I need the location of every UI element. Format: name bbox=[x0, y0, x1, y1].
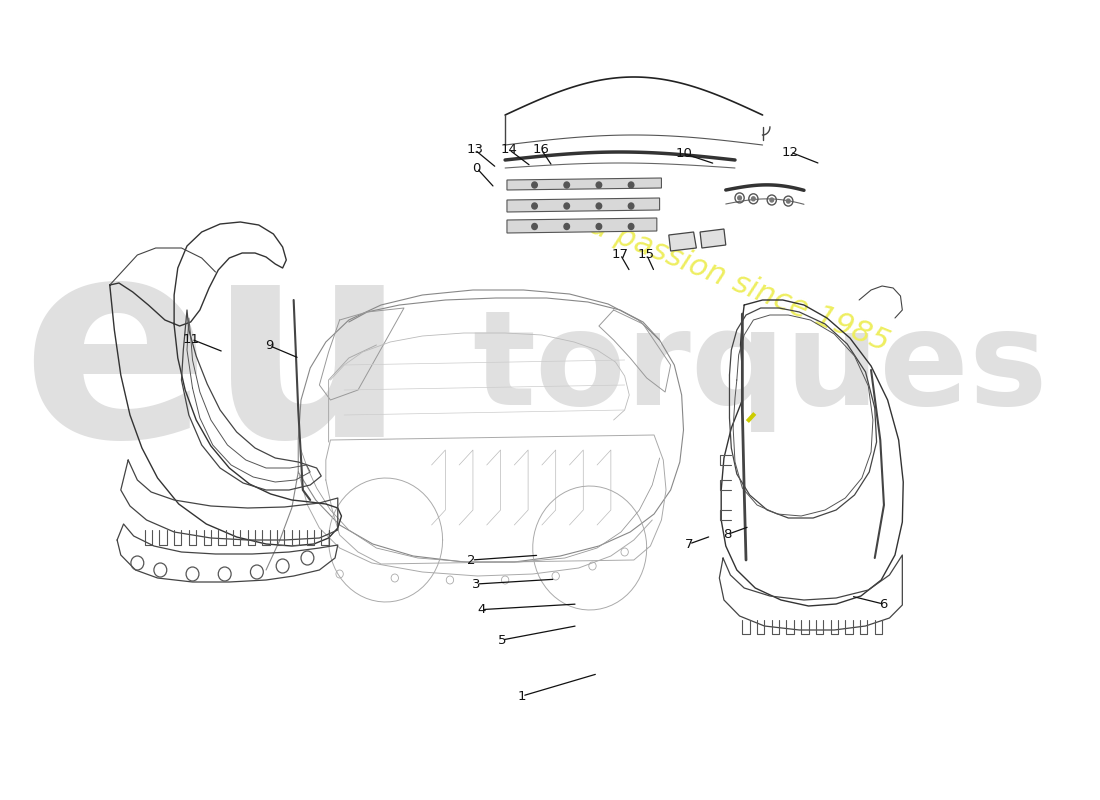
Circle shape bbox=[564, 182, 570, 188]
Text: 13: 13 bbox=[466, 143, 483, 156]
Text: eu: eu bbox=[21, 225, 407, 495]
Text: 5: 5 bbox=[497, 634, 506, 646]
Circle shape bbox=[628, 182, 634, 188]
Polygon shape bbox=[669, 232, 696, 251]
Text: 0: 0 bbox=[472, 162, 481, 174]
Text: 11: 11 bbox=[183, 333, 200, 346]
Text: 14: 14 bbox=[500, 143, 517, 156]
Circle shape bbox=[531, 182, 537, 188]
Circle shape bbox=[596, 223, 602, 230]
Text: 16: 16 bbox=[532, 143, 550, 156]
Polygon shape bbox=[507, 198, 660, 212]
Circle shape bbox=[786, 199, 790, 203]
Circle shape bbox=[596, 182, 602, 188]
Polygon shape bbox=[507, 178, 661, 190]
Text: a passion since 1985: a passion since 1985 bbox=[585, 210, 894, 358]
Text: 10: 10 bbox=[675, 147, 692, 160]
Text: 7: 7 bbox=[685, 538, 693, 550]
Circle shape bbox=[770, 198, 773, 202]
Circle shape bbox=[628, 203, 634, 209]
Circle shape bbox=[628, 223, 634, 230]
Circle shape bbox=[738, 196, 741, 200]
Text: 12: 12 bbox=[782, 146, 799, 158]
Circle shape bbox=[531, 203, 537, 209]
Circle shape bbox=[751, 197, 756, 201]
Text: 17: 17 bbox=[612, 248, 629, 261]
Text: 6: 6 bbox=[879, 598, 888, 610]
Text: 9: 9 bbox=[265, 339, 274, 352]
Circle shape bbox=[564, 223, 570, 230]
Circle shape bbox=[531, 223, 537, 230]
Circle shape bbox=[564, 203, 570, 209]
Text: 2: 2 bbox=[468, 554, 476, 566]
Text: 15: 15 bbox=[638, 248, 654, 261]
Text: torques: torques bbox=[472, 305, 1047, 431]
Polygon shape bbox=[700, 229, 726, 248]
Text: 8: 8 bbox=[724, 528, 732, 541]
Text: 1: 1 bbox=[518, 690, 527, 702]
Polygon shape bbox=[507, 218, 657, 233]
Text: 3: 3 bbox=[472, 578, 481, 590]
Circle shape bbox=[596, 203, 602, 209]
Text: 4: 4 bbox=[477, 603, 486, 616]
